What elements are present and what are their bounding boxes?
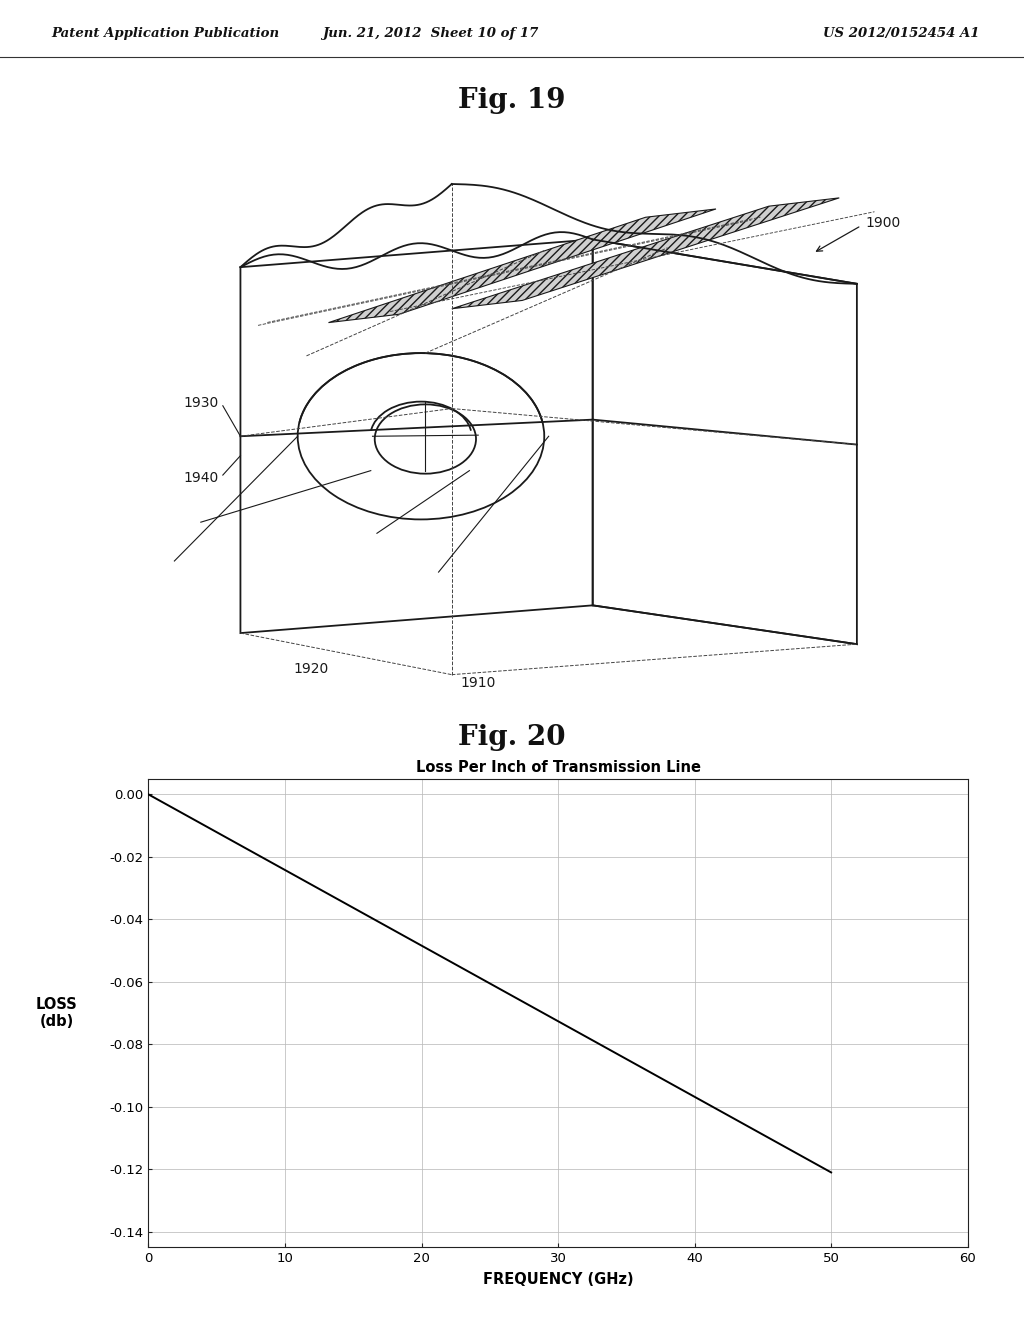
Text: Jun. 21, 2012  Sheet 10 of 17: Jun. 21, 2012 Sheet 10 of 17 [322, 26, 539, 40]
Text: 1930: 1930 [183, 396, 218, 411]
Text: 1920: 1920 [293, 663, 329, 676]
Polygon shape [452, 198, 840, 309]
Text: 1940: 1940 [183, 471, 218, 484]
Text: Patent Application Publication: Patent Application Publication [51, 26, 280, 40]
Text: 1910: 1910 [461, 676, 496, 690]
Text: Fig. 19: Fig. 19 [459, 87, 565, 114]
X-axis label: FREQUENCY (GHz): FREQUENCY (GHz) [482, 1272, 634, 1287]
Text: US 2012/0152454 A1: US 2012/0152454 A1 [823, 26, 979, 40]
Title: Loss Per Inch of Transmission Line: Loss Per Inch of Transmission Line [416, 760, 700, 775]
Text: Fig. 20: Fig. 20 [459, 725, 565, 751]
Polygon shape [329, 209, 716, 322]
Y-axis label: LOSS
(db): LOSS (db) [36, 997, 78, 1030]
Text: 1900: 1900 [865, 215, 901, 230]
